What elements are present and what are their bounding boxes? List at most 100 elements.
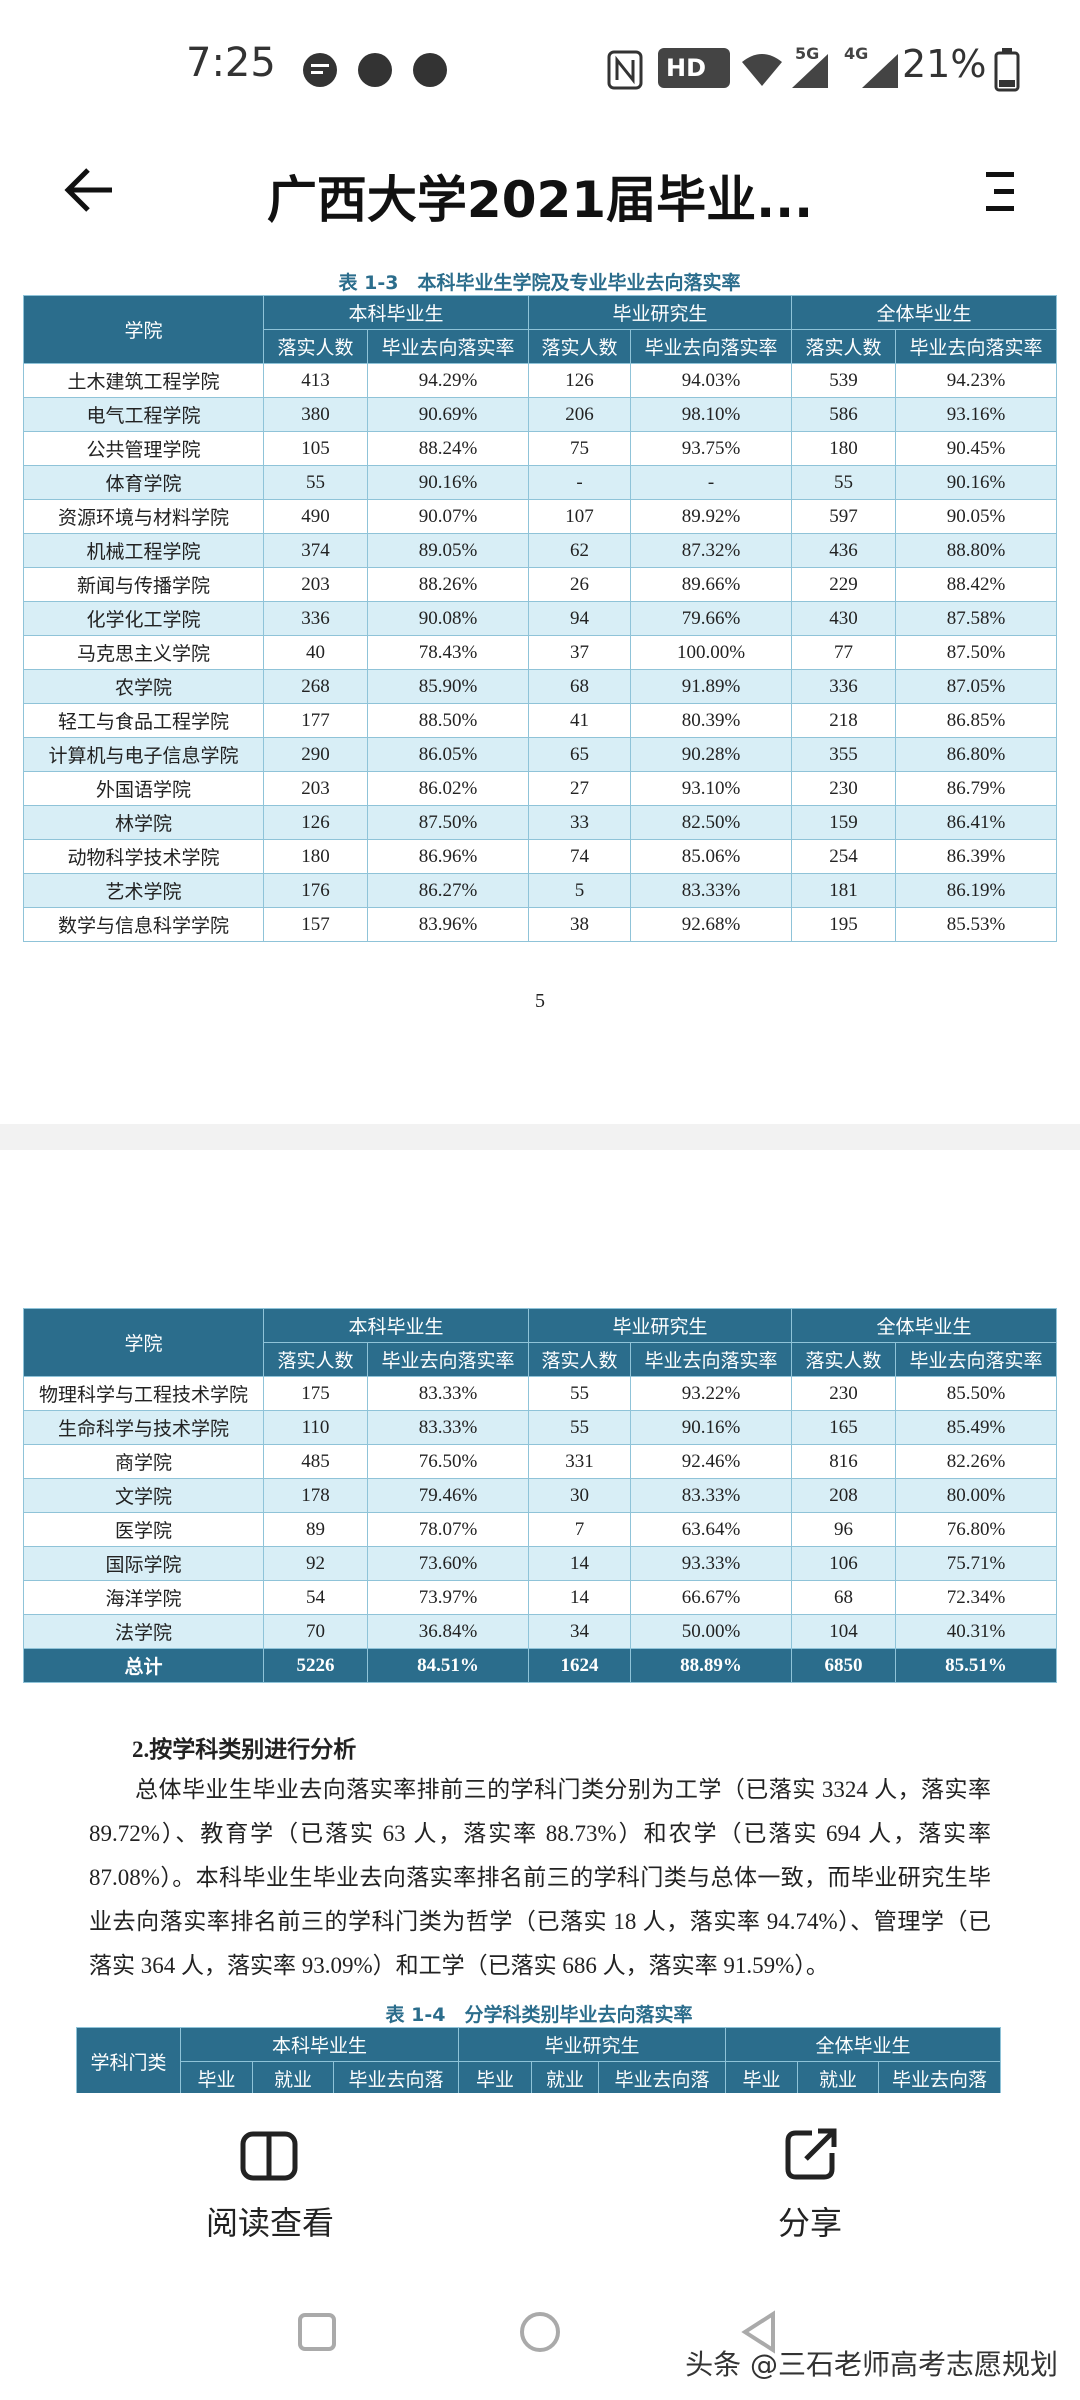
table-cell: 586 [791,397,897,432]
share-button[interactable]: 分享 [777,2204,842,2242]
table-cell: 104 [791,1614,897,1649]
table-cell: 83.33% [366,1410,530,1445]
group-header: 全体毕业生 [725,2027,1002,2062]
hd-badge: HD [658,48,730,88]
table-cell: 380 [263,397,368,432]
table-cell: 动物科学技术学院 [23,839,264,874]
table-cell: 78.07% [366,1512,530,1547]
share-icon[interactable] [782,2127,838,2183]
sub-header: 毕业去向落实率 [630,1342,793,1377]
table-cell: 数学与信息科学学院 [23,907,264,942]
table-cell: 83.33% [366,1376,530,1411]
total-cell: 84.51% [366,1648,530,1683]
table-cell: 73.97% [366,1580,530,1615]
sub-header: 毕业去向落实率 [366,1342,530,1377]
read-icon[interactable] [240,2131,298,2181]
table-cell: 65 [528,737,632,772]
sub-header: 落实人数 [263,329,368,364]
table-cell: 75.71% [895,1546,1058,1581]
table-cell: 86.85% [895,703,1058,738]
table-cell: 30 [528,1478,632,1513]
table-row: 农学院 268 85.90% 68 91.89% 336 87.05% [23,669,1058,704]
table-cell: 74 [528,839,632,874]
table-cell: 33 [528,805,632,840]
total-cell: 6850 [791,1648,897,1683]
table-cell: 89.05% [366,533,530,568]
paragraph: 总体毕业生毕业去向落实率排前三的学科门类分别为工学（已落实 3324 人，落实率… [89,1768,991,1988]
table-cell: 76.50% [366,1444,530,1479]
table-cell: 87.32% [630,533,793,568]
watermark: 头条 @三石老师高考志愿规划 [685,2348,1058,2381]
table-cell: 物理科学与工程技术学院 [23,1376,264,1411]
signal-icons [742,54,898,88]
table-cell: 597 [791,499,897,534]
table-cell: 436 [791,533,897,568]
sub-header: 就业 [797,2061,880,2093]
table-row: 文学院 178 79.46% 30 83.33% 208 80.00% [23,1478,1058,1513]
table-container: 学院 本科毕业生 毕业研究生 全体毕业生 落实人数 毕业去向落实率 落实人数 毕业去向落实率落… [23,295,1058,942]
table-cell: 89.66% [630,567,793,602]
sub-header: 毕业去向落实率 [630,329,793,364]
back-button[interactable] [60,165,120,215]
table-row: 资源环境与材料学院 490 90.07% 107 89.92% 597 90.05% [23,499,1058,534]
table-cell: 93.22% [630,1376,793,1411]
table-cell: 90.28% [630,737,793,772]
header-cell: 学科门类 [76,2027,181,2093]
table-cell: 72.34% [895,1580,1058,1615]
table-cell: 86.39% [895,839,1058,874]
table-cell: 230 [791,771,897,806]
sub-header: 落实人数 [791,329,897,364]
table-cell: 91.89% [630,669,793,704]
table-cell: 87.50% [895,635,1058,670]
table-cell: 63.64% [630,1512,793,1547]
table-cell: 195 [791,907,897,942]
network-4g: 4G [844,44,869,63]
table-cell: 86.27% [366,873,530,908]
table-cell: 轻工与食品工程学院 [23,703,264,738]
total-row: 总计 5226 84.51% 1624 88.89% 6850 85.51% [23,1648,1058,1683]
sub-header: 就业 [252,2061,334,2093]
table-cell: 88.80% [895,533,1058,568]
table-cell: 430 [791,601,897,636]
sub-header: 落实人数 [263,1342,368,1377]
table-cell: 90.16% [895,465,1058,500]
table-cell: 177 [263,703,368,738]
menu-button[interactable] [982,170,1018,214]
table-cell: 海洋学院 [23,1580,264,1615]
read-button[interactable]: 阅读查看 [205,2204,334,2242]
table-cell: 203 [263,771,368,806]
paragraph-line: 业去向落实率排名前三的学科门类为哲学（已落实 18 人，落实率 94.74%）、… [89,1909,991,1934]
table-cell: 92.68% [630,907,793,942]
table-cell: 157 [263,907,368,942]
table-cell: 92.46% [630,1444,793,1479]
table-cell: 355 [791,737,897,772]
group-header: 毕业研究生 [528,295,793,330]
header-cell: 学院 [23,295,264,364]
table-cell: 83.33% [630,1478,793,1513]
sub-header: 落实人数 [791,1342,897,1377]
nfc-icon [607,50,643,90]
table-row: 机械工程学院 374 89.05% 62 87.32% 436 88.80% [23,533,1058,568]
table-cell: 38 [528,907,632,942]
table-cell: 26 [528,567,632,602]
table-cell: 公共管理学院 [23,431,264,466]
table-cell: 93.75% [630,431,793,466]
table-row: 海洋学院 54 73.97% 14 66.67% 68 72.34% [23,1580,1058,1615]
table-cell: 68 [528,669,632,704]
table-row: 土木建筑工程学院 413 94.29% 126 94.03% 539 94.23% [23,363,1058,398]
group-header: 本科毕业生 [262,295,530,330]
table-row: 生命科学与技术学院 110 83.33% 55 90.16% 165 85.49% [23,1410,1058,1445]
table-cell: 85.49% [895,1410,1058,1445]
table-cell: 37 [528,635,632,670]
sub-header: 毕业去向落实率 [366,329,530,364]
table-cell: 14 [528,1580,632,1615]
sub-header: 毕业 [725,2061,799,2093]
table-cell: 86.79% [895,771,1058,806]
table-cell: 86.05% [366,737,530,772]
table-row: 国际学院 92 73.60% 14 93.33% 106 75.71% [23,1546,1058,1581]
table-cell: 331 [528,1444,632,1479]
sub-header: 毕业去向落 [598,2061,727,2093]
sub-header: 毕业去向落实率 [895,1342,1058,1377]
table-cell: 土木建筑工程学院 [23,363,264,398]
table-cell: 539 [791,363,897,398]
